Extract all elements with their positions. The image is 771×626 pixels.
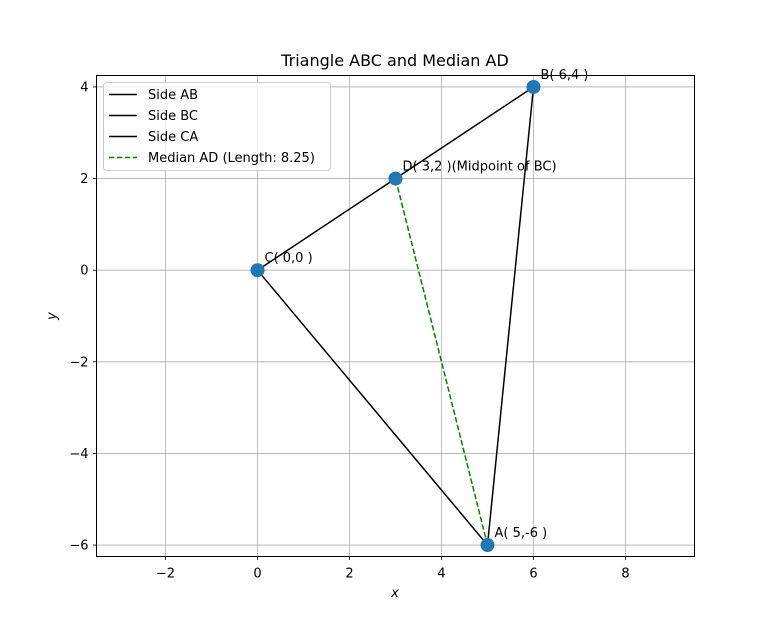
legend-box xyxy=(103,82,331,171)
y-tick-label: −2 xyxy=(69,355,88,370)
x-tick-label: 4 xyxy=(437,567,445,582)
x-tick-label: 8 xyxy=(621,567,629,582)
legend-entry: Side CA xyxy=(148,130,198,145)
y-tick-label: −6 xyxy=(69,539,88,554)
series-line-3 xyxy=(256,269,489,546)
y-tick-label: 4 xyxy=(80,80,88,95)
point-label: D( 3,2 )(Midpoint of BC) xyxy=(403,160,557,175)
legend-entry: Side BC xyxy=(148,109,198,124)
point-label: C( 0,0 ) xyxy=(265,251,313,266)
y-tick-label: 2 xyxy=(80,172,88,187)
y-axis-ticks: −6 −4 −2 0 2 4 xyxy=(69,80,97,554)
x-tick-label: 2 xyxy=(345,567,353,582)
data-point xyxy=(388,171,403,186)
legend-entry: Side AB xyxy=(148,88,198,103)
chart-title: Triangle ABC and Median AD xyxy=(280,51,509,70)
data-point xyxy=(526,79,541,94)
x-tick-label: 0 xyxy=(253,567,261,582)
y-tick-label: −4 xyxy=(69,447,88,462)
series-line-1 xyxy=(486,86,535,546)
x-tick-label: 6 xyxy=(529,567,537,582)
data-point xyxy=(250,263,265,278)
legend: Side AB Side BC Side CA Median AD (Length: … xyxy=(103,82,331,171)
x-axis-label: x xyxy=(390,586,399,601)
x-axis-ticks: −2 0 2 4 6 8 xyxy=(156,556,630,582)
legend-entry: Median AD (Length: 8.25) xyxy=(148,151,315,166)
y-tick-label: 0 xyxy=(80,264,88,279)
point-label: A( 5,-6 ) xyxy=(495,526,548,541)
data-point xyxy=(480,538,495,553)
plot-frame xyxy=(96,75,695,557)
data-points xyxy=(250,79,541,553)
y-axis-label: y xyxy=(45,312,60,321)
x-tick-label: −2 xyxy=(156,567,175,582)
